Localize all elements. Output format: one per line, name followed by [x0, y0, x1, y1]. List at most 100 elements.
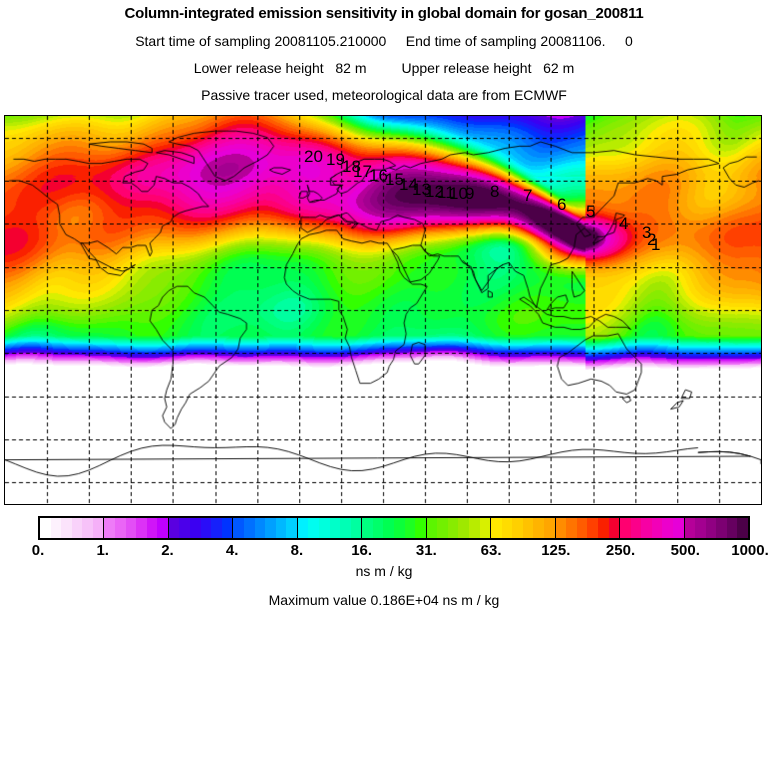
- colorbar-step: [92, 518, 104, 538]
- colorbar-legend: 0. 1. 2. 4. 8. 16. 31. 63. 125. 250. 500. 1000. ns …: [0, 514, 768, 579]
- colorbar-step: [254, 518, 266, 538]
- colorbar-step: [641, 518, 652, 538]
- colorbar-step: [620, 518, 631, 538]
- colorbar-tick-label: 63.: [480, 542, 502, 559]
- page-title: Column-integrated emission sensitivity i…: [124, 5, 644, 22]
- colorbar-step: [243, 518, 255, 538]
- colorbar-step: [221, 518, 233, 538]
- colorbar-step: [533, 518, 545, 538]
- sampling-times-line: Start time of sampling 20081105.210000 E…: [135, 33, 633, 49]
- colorbar-step: [587, 518, 598, 538]
- colorbar-step: [597, 518, 609, 538]
- colorbar-step: [662, 518, 673, 538]
- colorbar-step: [394, 518, 405, 538]
- colorbar-step: [651, 518, 663, 538]
- map-plume-canvas: [5, 116, 761, 504]
- colorbar-step: [104, 518, 116, 538]
- colorbar-band-10: [684, 518, 748, 538]
- colorbar-band-3: [233, 518, 298, 538]
- colorbar-band-4: [297, 518, 363, 538]
- colorbar-step: [329, 518, 341, 538]
- colorbar-band-9: [620, 518, 685, 538]
- colorbar-step: [404, 518, 416, 538]
- colorbar-step: [672, 518, 684, 538]
- colorbar-step: [71, 518, 83, 538]
- maximum-value-label: Maximum value 0.186E+04 ns m / kg: [268, 592, 500, 608]
- colorbar-step: [479, 518, 491, 538]
- colorbar-step: [695, 518, 706, 538]
- colorbar-tick-label: 8.: [290, 542, 304, 559]
- colorbar-step: [566, 518, 577, 538]
- colorbar-gradient: [38, 516, 750, 540]
- colorbar-step: [50, 518, 62, 538]
- colorbar-step: [286, 518, 297, 538]
- colorbar-step: [275, 518, 287, 538]
- colorbar-step: [233, 518, 244, 538]
- colorbar-step: [40, 518, 51, 538]
- colorbar-step: [340, 518, 351, 538]
- colorbar-unit-label: ns m / kg: [355, 563, 413, 579]
- colorbar-step: [168, 518, 180, 538]
- colorbar-step: [115, 518, 126, 538]
- colorbar-step: [190, 518, 201, 538]
- colorbar-step: [684, 518, 696, 538]
- colorbar-step: [437, 518, 448, 538]
- colorbar-step: [157, 518, 168, 538]
- colorbar-band-8: [555, 518, 621, 538]
- colorbar-step: [705, 518, 717, 538]
- colorbar-step: [469, 518, 480, 538]
- colorbar-step: [350, 518, 362, 538]
- colorbar-step: [136, 518, 147, 538]
- colorbar-tick-label: 1000.: [731, 542, 768, 559]
- colorbar-tick-label: 250.: [605, 542, 636, 559]
- colorbar-tick-label: 500.: [670, 542, 700, 559]
- colorbar-step: [179, 518, 191, 538]
- colorbar-step: [372, 518, 384, 538]
- colorbar-tick-label: 16.: [351, 542, 373, 559]
- colorbar-step: [265, 518, 276, 538]
- colorbar-step: [415, 518, 426, 538]
- colorbar-step: [501, 518, 513, 538]
- world-map-panel: 20 19 18 17 16 15 14 13 12 11 10 9 8 7 6 5 4 3 2 1: [4, 115, 762, 505]
- colorbar-band-1: [104, 518, 169, 538]
- colorbar-step: [726, 518, 738, 538]
- colorbar-band-2: [168, 518, 234, 538]
- colorbar-step: [630, 518, 642, 538]
- colorbar-step: [318, 518, 330, 538]
- colorbar-tick-label: 0.: [31, 542, 45, 559]
- colorbar-step: [716, 518, 727, 538]
- colorbar-step: [297, 518, 309, 538]
- colorbar-step: [82, 518, 93, 538]
- colorbar-tick-label: 31.: [415, 542, 437, 559]
- colorbar-step: [383, 518, 394, 538]
- colorbar-step: [362, 518, 373, 538]
- colorbar-step: [146, 518, 158, 538]
- colorbar-step: [491, 518, 502, 538]
- colorbar-step: [308, 518, 319, 538]
- tracer-meteorology-line: Passive tracer used, meteorological data…: [201, 87, 567, 103]
- colorbar-step: [737, 518, 748, 538]
- colorbar-tick-label: 125.: [541, 542, 571, 559]
- colorbar-step: [458, 518, 470, 538]
- release-heights-line: Lower release height 82 m Upper release …: [193, 60, 575, 76]
- colorbar-band-7: [491, 518, 556, 538]
- colorbar-tick-label: 1.: [96, 542, 109, 559]
- colorbar-band-6: [426, 518, 492, 538]
- colorbar-step: [426, 518, 438, 538]
- colorbar-band-5: [362, 518, 427, 538]
- colorbar-tick-label: 2.: [161, 542, 174, 559]
- colorbar-step: [544, 518, 555, 538]
- colorbar-step: [608, 518, 620, 538]
- colorbar-step: [61, 518, 72, 538]
- colorbar-step: [447, 518, 459, 538]
- colorbar-tick-label: 4.: [225, 542, 239, 559]
- colorbar-step: [555, 518, 567, 538]
- colorbar-band-0: [40, 518, 105, 538]
- colorbar-step: [522, 518, 534, 538]
- colorbar-step: [512, 518, 523, 538]
- colorbar-step: [125, 518, 137, 538]
- colorbar-step: [211, 518, 222, 538]
- colorbar-step: [200, 518, 212, 538]
- colorbar-step: [576, 518, 588, 538]
